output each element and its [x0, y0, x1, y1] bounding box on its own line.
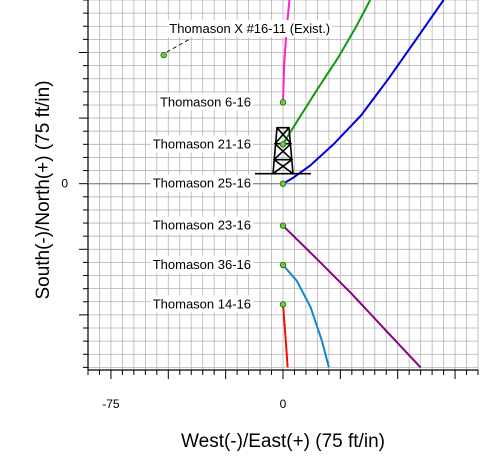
- trajectory-line: [282, 224, 422, 369]
- well-point: [160, 51, 167, 59]
- x-tick-label: -75: [102, 397, 120, 411]
- well-point: [279, 261, 287, 269]
- trajectory-line: [282, 0, 291, 103]
- y-axis-title: South(-)/North(+) (75 ft/in): [33, 80, 54, 299]
- x-axis-title: West(-)/East(+) (75 ft/in): [181, 431, 385, 452]
- well-label: Thomason 14-16: [153, 296, 251, 311]
- well-label: Thomason X #16-11 (Exist.): [169, 21, 330, 36]
- label-leader-line: [166, 38, 190, 53]
- well-point: [279, 180, 287, 187]
- well-label-background: [150, 256, 253, 274]
- well-label-background: [157, 93, 253, 111]
- trajectory-line: [282, 304, 289, 368]
- trajectory-line: [282, 264, 330, 368]
- well-point: [279, 99, 287, 106]
- well-point: [279, 222, 287, 229]
- tick-labels: -75 0 0: [61, 177, 286, 411]
- well-label: Thomason 6-16: [160, 94, 251, 109]
- derrick-icon: [255, 126, 311, 175]
- trajectory-line: [282, 0, 372, 145]
- well-label: Thomason 25-16: [153, 176, 251, 191]
- y-tick-label: 0: [61, 177, 68, 191]
- well-label-background: [150, 216, 253, 234]
- well-label: Thomason 21-16: [153, 136, 251, 151]
- well-points: [160, 51, 287, 308]
- well-label-background: [167, 20, 333, 38]
- well-label-background: [150, 295, 253, 313]
- axes: [79, 0, 479, 379]
- trajectory-line: [282, 0, 445, 185]
- derrick-tower: [255, 126, 311, 175]
- well-point: [279, 141, 287, 148]
- well-point: [279, 301, 287, 308]
- trajectory-lines: [282, 0, 445, 369]
- well-label-background: [150, 174, 253, 192]
- well-label-background: [150, 135, 253, 153]
- well-label: Thomason 23-16: [153, 218, 251, 233]
- x-tick-label: 0: [280, 397, 287, 411]
- well-label: Thomason 36-16: [153, 257, 251, 272]
- well-labels: Thomason X #16-11 (Exist.) Thomason 6-16 T…: [150, 20, 333, 313]
